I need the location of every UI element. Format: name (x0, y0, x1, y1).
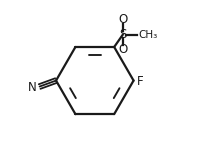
Text: CH₃: CH₃ (138, 29, 157, 40)
Text: N: N (28, 81, 37, 94)
Text: S: S (119, 28, 126, 41)
Text: F: F (137, 75, 143, 88)
Text: O: O (118, 43, 128, 56)
Text: O: O (118, 13, 128, 26)
